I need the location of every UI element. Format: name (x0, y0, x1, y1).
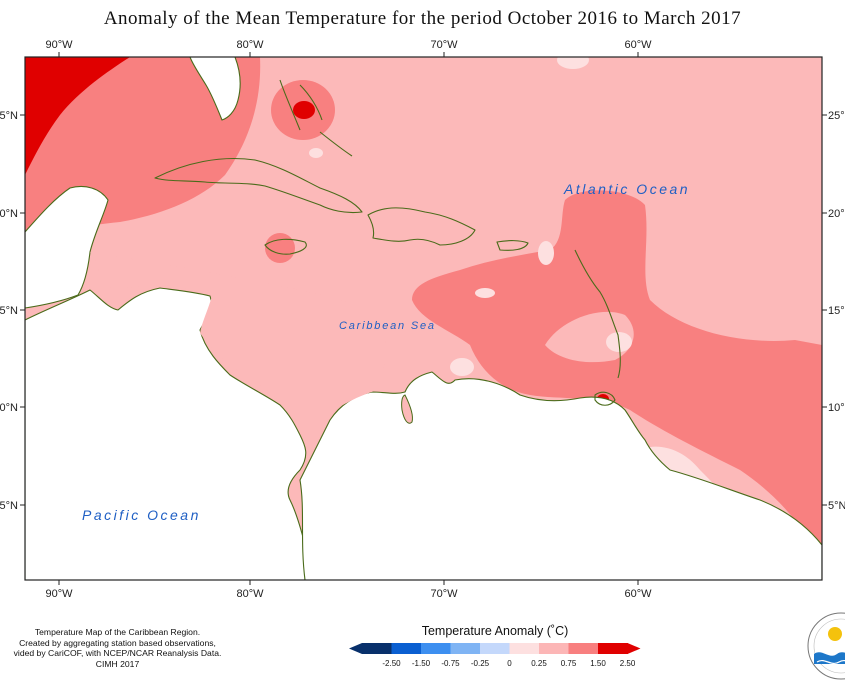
legend-tick-label: -2.50 (382, 659, 401, 668)
legend-tick-label: 2.50 (620, 659, 636, 668)
bahamas-outline-b (299, 84, 323, 121)
lat-tick-left-5n: 5°N (0, 500, 18, 512)
anomaly-pale-spot-e (450, 358, 474, 376)
tick-marks (20, 52, 827, 585)
legend-tick-label: -1.50 (412, 659, 431, 668)
credits-line: vided by CariCOF, with NCEP/NCAR Reanaly… (13, 648, 222, 658)
map-title: Anomaly of the Mean Temperature for the … (103, 8, 742, 29)
legend-swatch (568, 643, 599, 654)
legend-swatch (509, 643, 540, 654)
logo-sun-icon (828, 627, 842, 641)
lat-tick-left-15n: 15°N (0, 305, 18, 317)
caribbean-sea-label: Caribbean Sea (339, 320, 436, 332)
anomaly-pale-spot-a (475, 288, 495, 298)
hispaniola-outline (367, 207, 476, 246)
legend-swatch (480, 643, 510, 654)
central-america-land (25, 287, 307, 580)
puerto-rico-outline (496, 240, 529, 251)
legend-tick-label: 0.75 (561, 659, 577, 668)
anomaly-hotspot-gulf (25, 57, 130, 175)
legend-swatch (598, 643, 628, 654)
legend-tick-labels: -2.50 -1.50 -0.75 -0.25 0 0.25 0.75 1.50 2.50 (382, 659, 635, 668)
credits-line: Temperature Map of the Caribbean Region. (34, 627, 201, 637)
florida-land (189, 57, 241, 121)
legend-tick-label: 0.25 (531, 659, 547, 668)
anomaly-north-pale-spot (557, 57, 589, 69)
lon-tick-bottom-70w: 70°W (430, 588, 458, 600)
lake-maracaibo (401, 394, 413, 424)
anomaly-band-east (412, 190, 822, 560)
anomaly-pale-spot-d (309, 148, 323, 158)
cuba-outline (154, 157, 363, 214)
legend-title: Temperature Anomaly (˚C) (421, 624, 569, 638)
lon-tick-top-70w: 70°W (430, 39, 458, 51)
lon-tick-top-90w: 90°W (45, 39, 73, 51)
bahamas-outline-a (279, 79, 301, 131)
credits-line: CIMH 2017 (95, 658, 140, 669)
lon-tick-top-60w: 60°W (624, 39, 652, 51)
islands (154, 79, 621, 406)
legend-swatch (421, 643, 451, 654)
legend-swatch (362, 643, 392, 654)
trinidad-outline (594, 391, 616, 406)
jamaica-outline (264, 238, 307, 255)
cimh-logo (807, 612, 845, 680)
gulf-of-honduras-sea (90, 252, 386, 440)
legend-tick-label: 1.50 (590, 659, 606, 668)
lat-tick-right-20n: 20°N (828, 208, 845, 220)
lat-tick-right-25n: 25°N (828, 110, 845, 122)
lat-tick-left-20n: 20°N (0, 208, 18, 220)
legend-swatch (539, 643, 569, 654)
credits-block: Temperature Map of the Caribbean Region.… (0, 627, 235, 669)
legend-tick-label: -0.75 (441, 659, 460, 668)
atlantic-ocean-label: Atlantic Ocean (563, 181, 690, 197)
anomaly-pale-spot-c (538, 241, 554, 265)
anomaly-jamaica (265, 233, 295, 263)
south-america-land (299, 371, 822, 580)
map-frame (24, 56, 823, 581)
legend-arrow-high (627, 643, 641, 654)
lat-tick-right-5n: 5°N (828, 500, 845, 512)
land-masses (25, 57, 822, 580)
lon-tick-top-80w: 80°W (236, 39, 264, 51)
legend-colorbar: -2.50 -1.50 -0.75 -0.25 0 0.25 0.75 1.50 2.50 (349, 643, 641, 668)
yucatan-land (25, 185, 109, 309)
lon-tick-bottom-80w: 80°W (236, 588, 264, 600)
legend-arrow-low (349, 643, 362, 654)
legend-swatch (391, 643, 422, 654)
legend-swatch (450, 643, 481, 654)
pacific-ocean-label: Pacific Ocean (82, 507, 201, 523)
lat-tick-right-10n: 10°N (828, 402, 845, 414)
anomaly-bahamas-core (293, 101, 315, 119)
sea-fill-corrections (90, 252, 413, 440)
lat-tick-left-25n: 25°N (0, 110, 18, 122)
legend-tick-label: -0.25 (471, 659, 490, 668)
lon-tick-bottom-60w: 60°W (624, 588, 652, 600)
lesser-antilles-outline (574, 249, 621, 379)
lat-tick-left-10n: 10°N (0, 402, 18, 414)
legend-swatches (349, 643, 641, 654)
legend-tick-label: 0 (507, 659, 512, 668)
lat-tick-right-15n: 15°N (828, 305, 845, 317)
bahamas-outline-c (319, 131, 353, 157)
lon-tick-bottom-90w: 90°W (45, 588, 73, 600)
credits-line: Created by aggregating station based obs… (19, 637, 216, 648)
